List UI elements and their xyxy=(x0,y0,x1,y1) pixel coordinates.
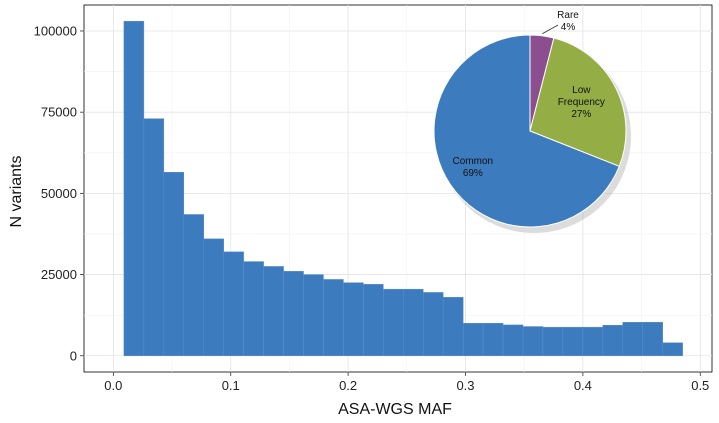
pie-slice-name: Frequency xyxy=(558,97,605,108)
histogram-bar xyxy=(422,292,444,357)
histogram-bar xyxy=(542,326,564,357)
x-axis-ticks: 0.0 0.1 0.2 0.3 0.4 0.5 xyxy=(104,372,709,393)
histogram-bar xyxy=(462,323,484,357)
histogram-bar xyxy=(482,323,504,357)
x-tick-label: 0.2 xyxy=(339,378,357,393)
y-axis-title: N variants xyxy=(8,155,25,227)
y-tick-label: 75000 xyxy=(41,105,77,120)
histogram-bar xyxy=(323,279,344,357)
pie-slice-name: Low xyxy=(572,85,591,96)
histogram-bar xyxy=(303,274,324,357)
histogram-bar xyxy=(223,251,244,357)
histogram-bar xyxy=(263,266,284,357)
histogram-bar xyxy=(143,118,165,357)
histogram-bar xyxy=(123,20,145,357)
y-axis-ticks: 0 25000 50000 75000 100000 xyxy=(34,23,84,363)
pie-slice-percent: 27% xyxy=(571,109,591,120)
histogram-bar xyxy=(403,288,424,357)
y-tick-label: 50000 xyxy=(41,186,77,201)
histogram-bar xyxy=(343,282,364,357)
x-tick-label: 0.0 xyxy=(104,378,122,393)
y-tick-label: 25000 xyxy=(41,267,77,282)
x-axis-title: ASA-WGS MAF xyxy=(338,401,452,418)
pie-leader-line xyxy=(542,24,559,35)
histogram-bar xyxy=(283,271,304,357)
pie-slice-name: Rare xyxy=(557,10,579,21)
pie-slice-name: Common xyxy=(453,156,494,167)
x-tick-label: 0.3 xyxy=(456,378,474,393)
histogram-bar xyxy=(562,326,584,357)
histogram-bar xyxy=(642,322,663,357)
histogram-bar xyxy=(203,238,224,357)
pie-slice-percent: 4% xyxy=(561,22,576,33)
histogram-bar xyxy=(163,172,185,357)
y-tick-label: 0 xyxy=(70,348,77,363)
histogram-bar xyxy=(442,297,464,357)
histogram-bar xyxy=(662,342,683,357)
histogram-bar xyxy=(363,284,384,357)
x-tick-label: 0.5 xyxy=(691,378,709,393)
histogram-bar xyxy=(183,214,204,357)
histogram-bar xyxy=(622,322,643,357)
x-tick-label: 0.1 xyxy=(222,378,240,393)
histogram-bars xyxy=(123,20,683,357)
histogram-bar xyxy=(383,288,404,357)
y-tick-label: 100000 xyxy=(34,23,77,38)
histogram-bar xyxy=(582,326,604,357)
pie-slice xyxy=(529,37,627,167)
histogram-bar xyxy=(602,324,624,357)
pie-slice xyxy=(433,34,620,228)
histogram-bar xyxy=(243,261,264,357)
histogram-bar xyxy=(522,326,544,357)
histogram-bar xyxy=(502,324,524,357)
x-tick-label: 0.4 xyxy=(574,378,592,393)
pie-slice-percent: 69% xyxy=(463,168,483,179)
